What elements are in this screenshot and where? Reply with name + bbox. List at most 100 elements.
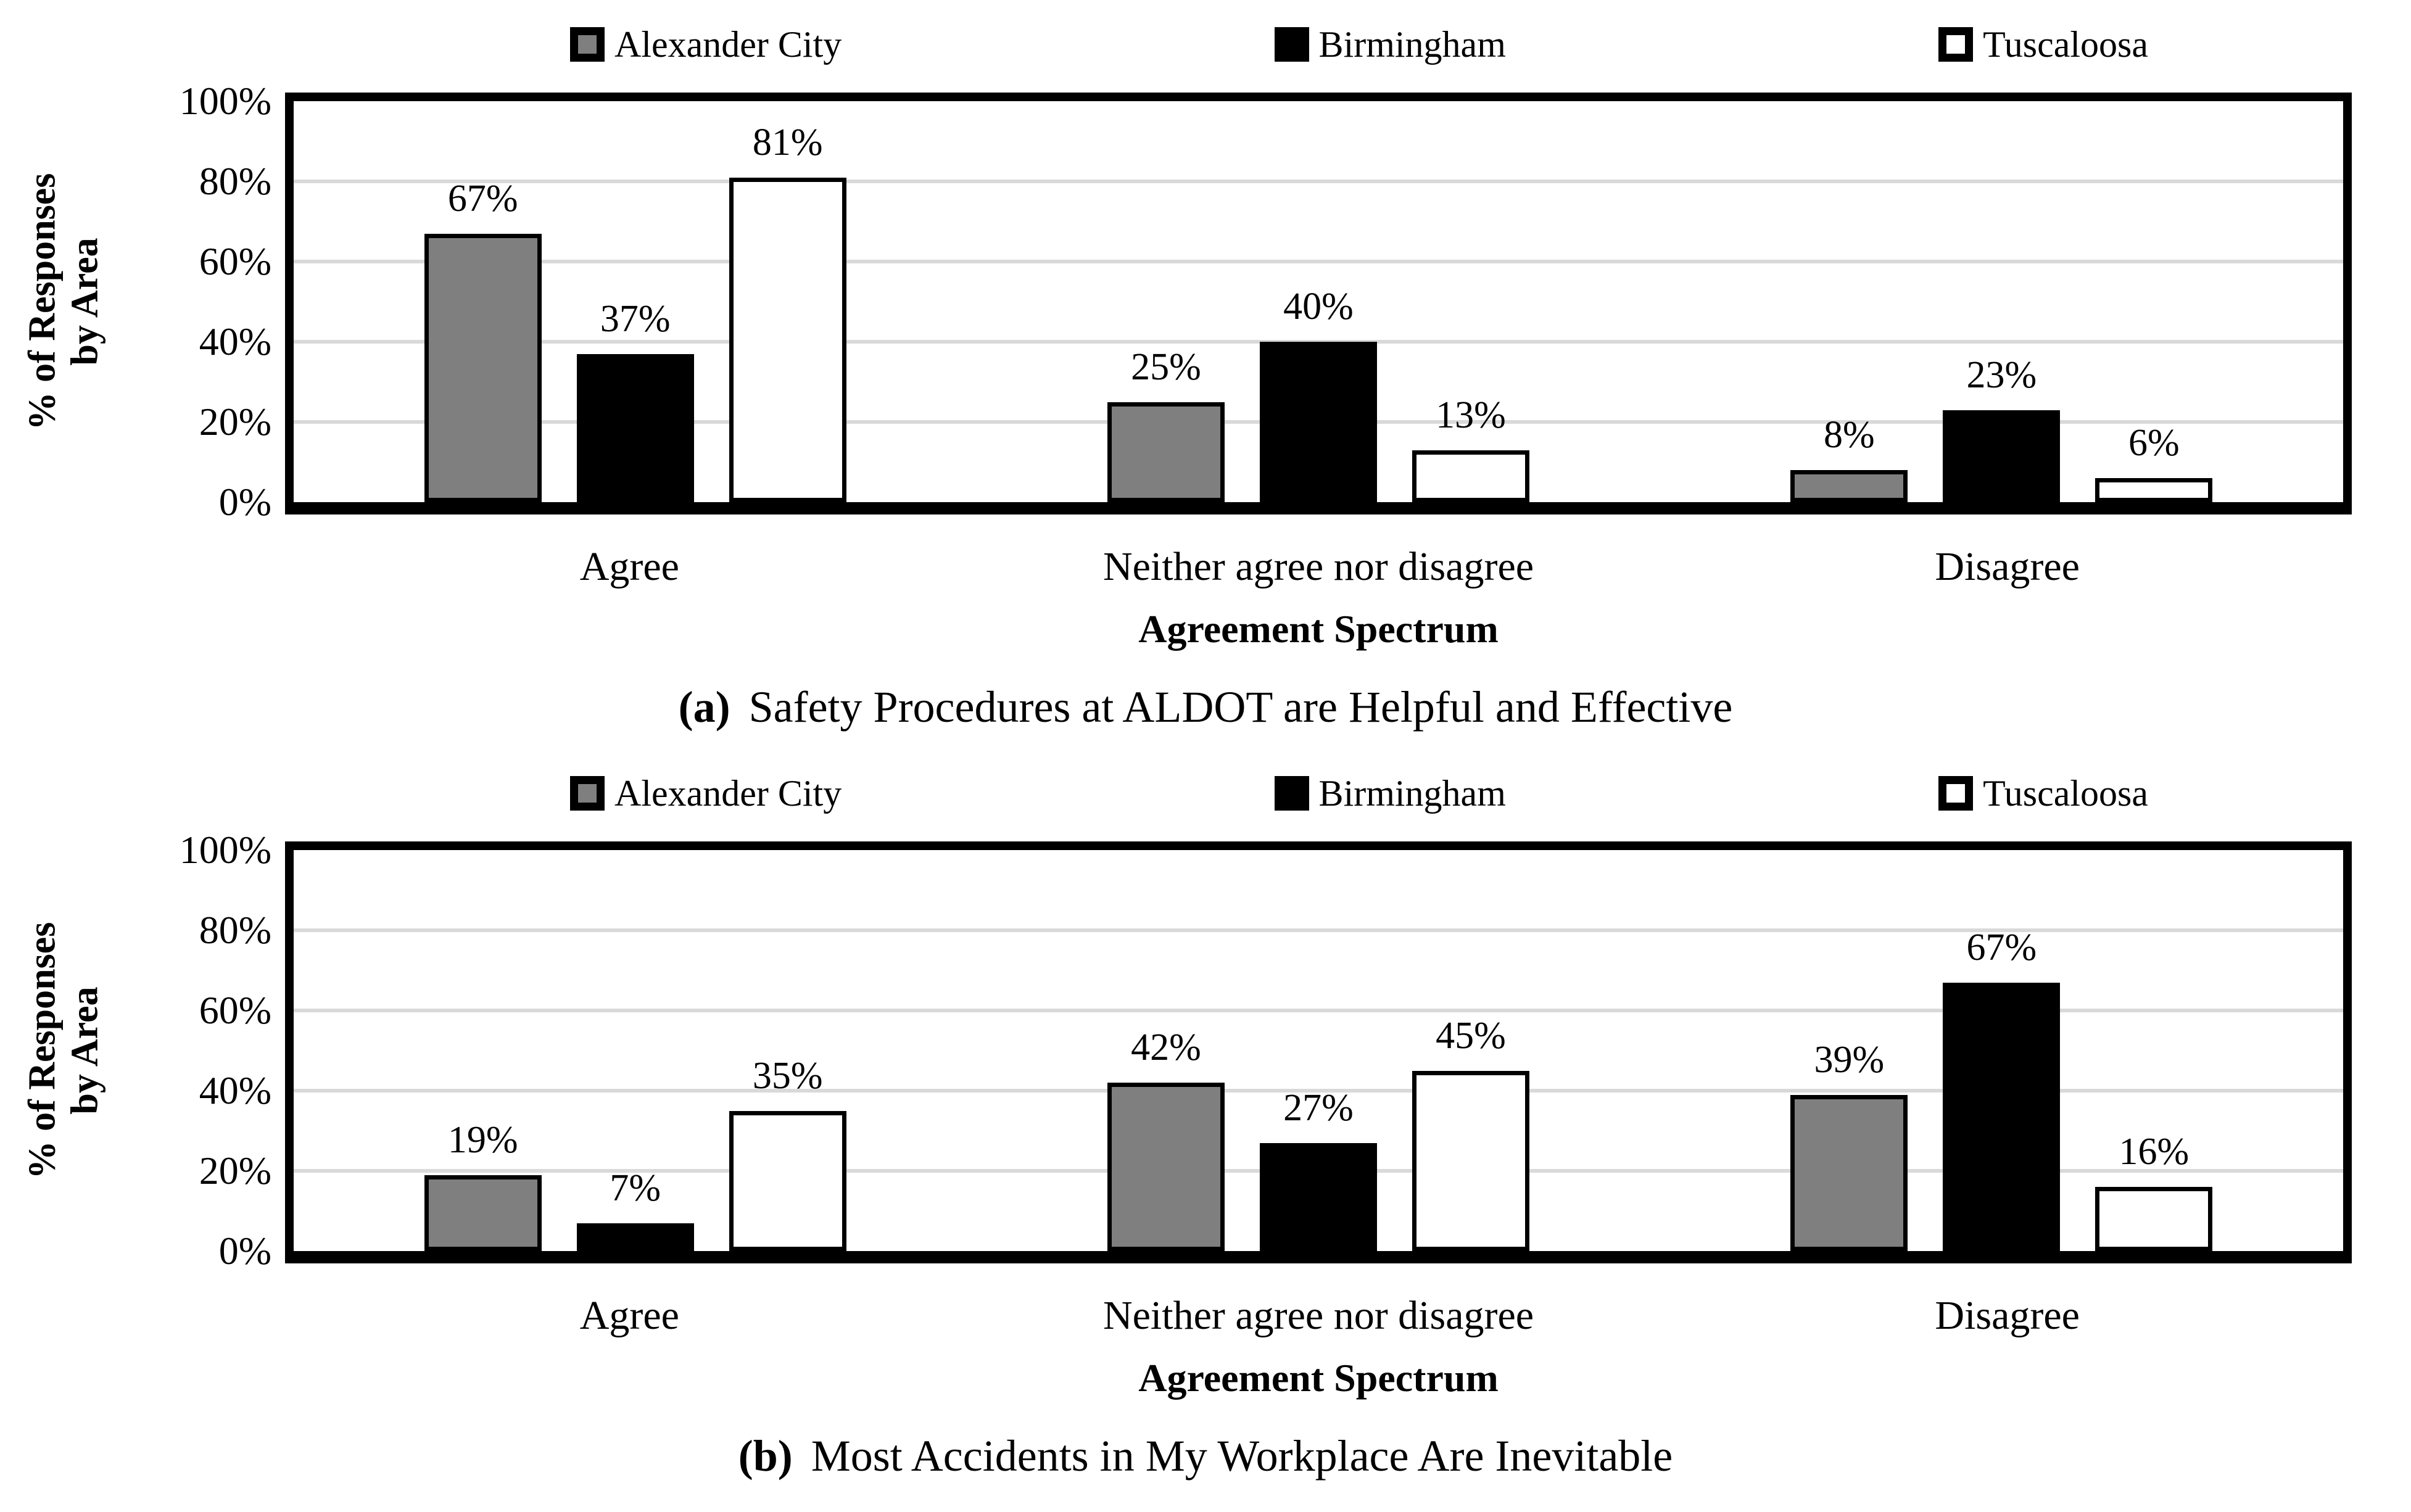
caption-prefix: (a) <box>678 682 730 732</box>
bar-slot: 8% <box>1790 101 1908 502</box>
legend-swatch-alexander-city <box>570 776 605 811</box>
bar-birmingham <box>1259 342 1377 502</box>
bar-value-label: 81% <box>752 121 823 163</box>
bar-alexander-city <box>1790 1094 1908 1251</box>
bar-value-label: 16% <box>2119 1131 2190 1173</box>
bar-slot: 25% <box>1107 101 1225 502</box>
y-tick-label: 0% <box>218 480 271 524</box>
bar-slot: 37% <box>576 101 694 502</box>
bar-slot: 27% <box>1259 850 1377 1251</box>
legend-swatch-alexander-city <box>570 27 605 62</box>
figure-panel-b: Alexander City Birmingham Tuscaloosa 19% 7% 3… <box>0 765 2411 1478</box>
gridline <box>294 928 2343 932</box>
y-tick-label: 20% <box>199 400 271 444</box>
bar-value-label: 8% <box>1823 414 1875 456</box>
bar-birmingham <box>1259 1142 1377 1251</box>
plot-wrap: 19% 7% 35% 42% 27% 45% 39% 67% 16% 0% 20% 40% 60% 80%… <box>22 830 2352 1271</box>
gridline <box>294 1089 2343 1093</box>
category-label: Neither agree nor disagree <box>1102 1293 1534 1338</box>
bar-slot: 23% <box>1943 101 2061 502</box>
y-tick-label: 100% <box>179 828 271 872</box>
bar-value-label: 45% <box>1436 1014 1506 1057</box>
bar-value-label: 67% <box>447 177 518 220</box>
bar-group: 39% 67% 16% <box>1660 850 2343 1251</box>
caption-text: Most Accidents in My Workplace Are Inevi… <box>811 1431 1673 1481</box>
bar-tuscaloosa <box>729 177 846 502</box>
bar-birmingham <box>1943 982 2061 1251</box>
legend-item: Birmingham <box>1274 775 1506 812</box>
bar-slot: 42% <box>1107 850 1225 1251</box>
bar-value-label: 25% <box>1131 345 1201 388</box>
bar-slot: 16% <box>2095 850 2213 1251</box>
bar-slot: 7% <box>576 850 694 1251</box>
plot-area: 67% 37% 81% 25% 40% 13% 8% 23% 6% 0% 20% 40% 60% 80% 1… <box>22 81 2352 522</box>
bar-alexander-city <box>1107 402 1225 502</box>
bar-alexander-city <box>424 1175 542 1251</box>
bar-slot: 67% <box>1943 850 2061 1251</box>
figure-panel-a: Alexander City Birmingham Tuscaloosa 67% 37%… <box>0 16 2411 729</box>
bar-tuscaloosa <box>1412 450 1529 502</box>
legend-item: Alexander City <box>570 775 842 812</box>
legend-label: Alexander City <box>614 773 842 814</box>
y-tick-label: 80% <box>199 908 271 952</box>
y-tick-label: 0% <box>218 1229 271 1273</box>
bar-slot: 35% <box>729 850 846 1251</box>
y-tick-label: 60% <box>199 239 271 283</box>
legend-swatch-tuscaloosa <box>1938 776 1974 811</box>
legend: Alexander City Birmingham Tuscaloosa <box>285 765 2352 822</box>
bar-group: 42% 27% 45% <box>977 850 1660 1251</box>
bar-value-label: 7% <box>610 1167 661 1209</box>
legend-label: Tuscaloosa <box>1983 773 2148 814</box>
bar-slot: 19% <box>424 850 542 1251</box>
legend-label: Alexander City <box>614 24 842 65</box>
legend-item: Tuscaloosa <box>1938 26 2148 63</box>
bar-slot: 6% <box>2095 101 2213 502</box>
y-axis-title-line1: % of Responses <box>21 922 64 1179</box>
bar-alexander-city <box>424 233 542 502</box>
bar-slot: 67% <box>424 101 542 502</box>
legend-item: Birmingham <box>1274 24 1506 65</box>
caption-text: Safety Procedures at ALDOT are Helpful a… <box>748 682 1733 732</box>
category-label: Agree <box>579 1293 679 1338</box>
bar-value-label: 23% <box>1966 353 2037 396</box>
bar-value-label: 6% <box>2128 422 2180 464</box>
category-label: Disagree <box>1935 544 2080 589</box>
legend-label: Birmingham <box>1318 24 1506 65</box>
bar-birmingham <box>576 1223 694 1251</box>
y-tick-label: 20% <box>199 1149 271 1192</box>
y-axis-title-line2: by Area <box>64 238 106 366</box>
bar-value-label: 37% <box>600 297 671 340</box>
plot-wrap: 67% 37% 81% 25% 40% 13% 8% 23% 6% 0% 20% 40% 60% 80% 1… <box>22 81 2352 522</box>
y-axis-title-line2: by Area <box>64 986 106 1115</box>
y-axis-title: % of Responses by Area <box>22 173 107 431</box>
x-axis-title: Agreement Spectrum <box>1138 607 1499 651</box>
plot-area: 19% 7% 35% 42% 27% 45% 39% 67% 16% 0% 20% 40% 60% 80%… <box>22 830 2352 1271</box>
bar-tuscaloosa <box>2095 1187 2213 1251</box>
bar-value-label: 67% <box>1966 926 2037 969</box>
bar-group: 19% 7% 35% <box>294 850 977 1251</box>
legend-label: Tuscaloosa <box>1983 24 2148 65</box>
bar-alexander-city <box>1790 470 1908 502</box>
bar-group: 67% 37% 81% <box>294 101 977 502</box>
bar-birmingham <box>576 353 694 502</box>
figure-caption: (a) Safety Procedures at ALDOT are Helpfu… <box>0 685 2411 729</box>
bar-value-label: 35% <box>752 1054 823 1097</box>
y-tick-label: 100% <box>179 79 271 123</box>
bar-value-label: 19% <box>447 1118 518 1161</box>
bar-slot: 81% <box>729 101 846 502</box>
bar-slot: 13% <box>1412 101 1529 502</box>
gridline <box>294 1009 2343 1012</box>
legend-item: Tuscaloosa <box>1938 775 2148 812</box>
y-axis-title-line1: % of Responses <box>21 173 64 431</box>
y-tick-label: 80% <box>199 159 271 203</box>
category-label: Agree <box>579 544 679 589</box>
bar-group: 8% 23% 6% <box>1660 101 2343 502</box>
x-axis-title: Agreement Spectrum <box>1138 1356 1499 1400</box>
caption-prefix: (b) <box>738 1431 793 1481</box>
category-label: Neither agree nor disagree <box>1102 544 1534 589</box>
figure-caption: (b) Most Accidents in My Workplace Are In… <box>0 1434 2411 1478</box>
y-axis-title: % of Responses by Area <box>22 922 107 1179</box>
bar-value-label: 42% <box>1131 1027 1201 1068</box>
bar-value-label: 27% <box>1283 1086 1354 1129</box>
legend-item: Alexander City <box>570 26 842 63</box>
